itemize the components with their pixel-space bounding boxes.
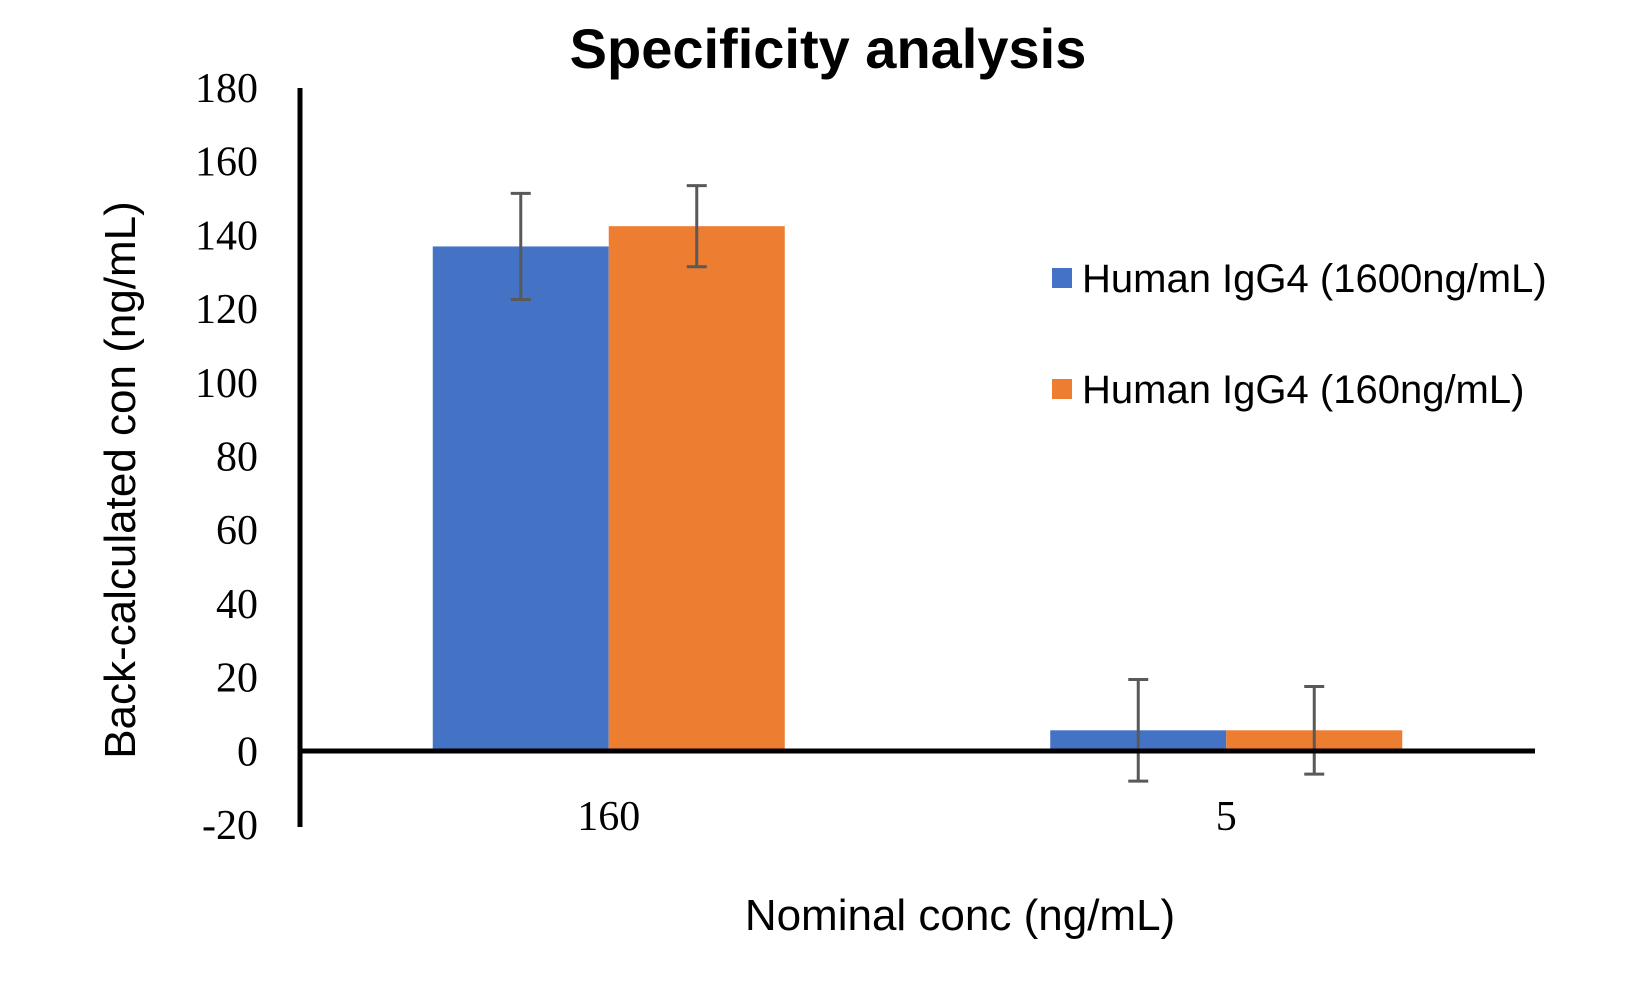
y-tick-label: 0 — [237, 729, 258, 775]
y-tick-label: 120 — [195, 287, 258, 333]
y-tick-label: 80 — [216, 435, 258, 481]
bar — [432, 246, 609, 752]
chart-title: Specificity analysis — [570, 17, 1087, 80]
x-axis-ticks: 160 5 — [577, 794, 1237, 840]
legend-label: Human IgG4 (1600ng/mL) — [1082, 257, 1547, 301]
y-tick-label: 180 — [195, 66, 258, 112]
legend: Human IgG4 (1600ng/mL) Human IgG4 (160ng/… — [1052, 257, 1547, 412]
y-tick-label: 20 — [216, 656, 258, 702]
x-tick-label: 5 — [1216, 794, 1237, 840]
bars — [432, 226, 1403, 752]
y-tick-label: -20 — [202, 803, 258, 849]
error-bars — [510, 184, 1325, 783]
legend-swatch — [1052, 379, 1072, 399]
x-tick-label: 160 — [577, 794, 640, 840]
y-axis-title: Back-calculated con (ng/mL) — [96, 201, 145, 759]
x-axis-title: Nominal conc (ng/mL) — [745, 891, 1175, 940]
legend-label: Human IgG4 (160ng/mL) — [1082, 368, 1524, 412]
y-tick-label: 100 — [195, 361, 258, 407]
legend-swatch — [1052, 268, 1072, 288]
y-tick-label: 60 — [216, 508, 258, 554]
bar — [608, 226, 785, 752]
y-tick-label: 140 — [195, 213, 258, 259]
y-tick-label: 40 — [216, 582, 258, 628]
y-axis-ticks: 180 160 140 120 100 80 60 40 20 0 -20 — [195, 66, 258, 849]
y-tick-label: 160 — [195, 140, 258, 186]
